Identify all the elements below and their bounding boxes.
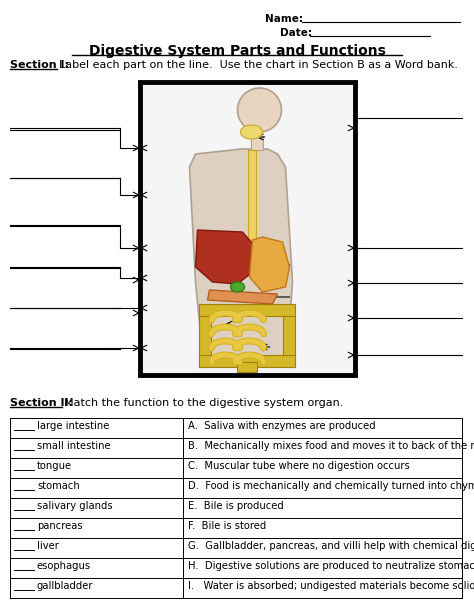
- Text: Date:: Date:: [280, 28, 312, 38]
- Polygon shape: [195, 230, 255, 284]
- Polygon shape: [190, 149, 292, 362]
- Text: Name:: Name:: [265, 14, 303, 24]
- Text: Section I:: Section I:: [10, 60, 69, 70]
- Ellipse shape: [240, 125, 263, 139]
- Text: salivary glands: salivary glands: [37, 501, 113, 511]
- Text: pancreas: pancreas: [37, 521, 82, 531]
- Text: esophagus: esophagus: [37, 561, 91, 571]
- Bar: [200, 355, 295, 367]
- Text: Label each part on the line.  Use the chart in Section B as a Word bank.: Label each part on the line. Use the cha…: [59, 60, 458, 70]
- Text: C.  Muscular tube where no digestion occurs: C. Muscular tube where no digestion occu…: [188, 461, 410, 471]
- Text: F.  Bile is stored: F. Bile is stored: [188, 521, 266, 531]
- Bar: [283, 316, 295, 367]
- Circle shape: [237, 88, 282, 132]
- Bar: [140, 82, 355, 375]
- Polygon shape: [249, 237, 290, 292]
- Bar: [237, 362, 257, 372]
- Text: E.  Bile is produced: E. Bile is produced: [188, 501, 284, 511]
- Text: D.  Food is mechanically and chemically turned into chyme: D. Food is mechanically and chemically t…: [188, 481, 474, 491]
- Text: tongue: tongue: [37, 461, 72, 471]
- Bar: [200, 304, 295, 316]
- Text: A.  Saliva with enzymes are produced: A. Saliva with enzymes are produced: [188, 421, 375, 431]
- Text: liver: liver: [37, 541, 59, 551]
- Text: large intestine: large intestine: [37, 421, 109, 431]
- Text: Section II:: Section II:: [10, 398, 73, 408]
- Text: G.  Gallbladder, pancreas, and villi help with chemical digestion: G. Gallbladder, pancreas, and villi help…: [188, 541, 474, 551]
- Text: B.  Mechanically mixes food and moves it to back of the mouth: B. Mechanically mixes food and moves it …: [188, 441, 474, 451]
- Polygon shape: [208, 290, 277, 304]
- Bar: [200, 316, 211, 367]
- Ellipse shape: [230, 282, 245, 292]
- Text: I.   Water is absorbed; undigested materials become solid: I. Water is absorbed; undigested materia…: [188, 581, 474, 591]
- Text: small intestine: small intestine: [37, 441, 110, 451]
- Bar: [248, 150, 256, 242]
- Text: stomach: stomach: [37, 481, 80, 491]
- Text: Digestive System Parts and Functions: Digestive System Parts and Functions: [89, 44, 385, 58]
- Text: H.  Digestive solutions are produced to neutralize stomach acid: H. Digestive solutions are produced to n…: [188, 561, 474, 571]
- Bar: [252, 136, 264, 150]
- Text: Match the function to the digestive system organ.: Match the function to the digestive syst…: [64, 398, 343, 408]
- Text: gallbladder: gallbladder: [37, 581, 93, 591]
